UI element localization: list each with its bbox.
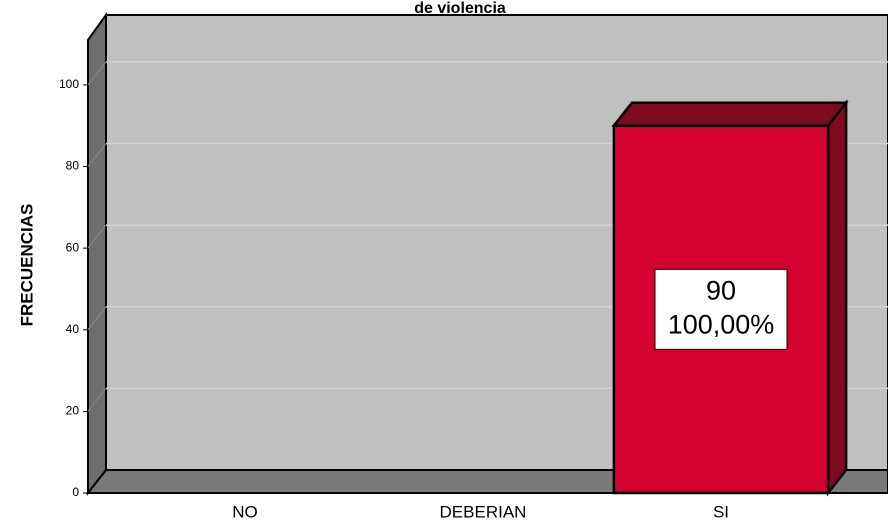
grid-line [87,306,107,331]
data-label-percent: 100,00% [668,309,775,339]
x-tick-label: SI [713,502,729,521]
bar [612,124,830,495]
y-tick-label: 60 [66,240,80,254]
x-tick-label: NO [232,502,258,521]
grid-line [87,61,107,86]
y-tick-label: 100 [59,77,79,91]
grid-line [87,388,107,412]
data-label-box [654,268,788,350]
data-label: 90 [706,275,736,305]
y-tick-label: 20 [66,404,80,418]
grid-line [87,224,107,249]
chart-title: de violencia [414,0,506,17]
y-tick-label: 0 [72,485,79,499]
y-tick-label: 40 [66,322,80,336]
bar-top [611,101,849,127]
left-wall [87,11,107,496]
bar-side [826,99,848,497]
y-axis-label: FRECUENCIAS [17,204,36,327]
y-tick-label: 80 [66,159,80,173]
x-tick-label: DEBERIAN [440,502,527,521]
grid-line [87,143,107,167]
